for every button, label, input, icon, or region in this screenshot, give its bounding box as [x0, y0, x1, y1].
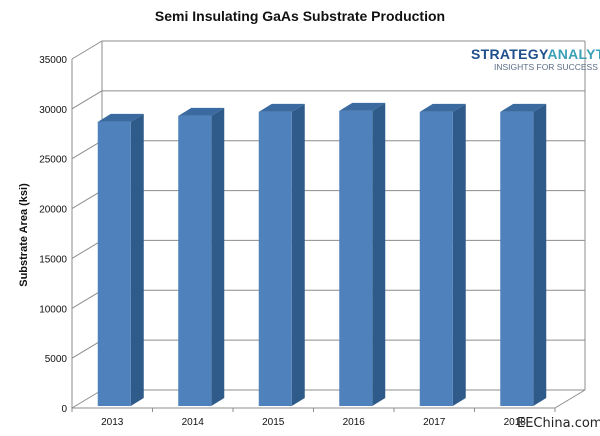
bars [97, 102, 547, 407]
gridline-diagonal [71, 239, 103, 259]
x-tick-label: 2017 [423, 417, 446, 428]
y-tick-labels: 0 5000 10000 15000 20000 25000 30000 35000 [39, 55, 67, 415]
x-tick-label: 2014 [182, 417, 205, 428]
logo-tagline: INSIGHTS FOR SUCCESS [494, 62, 598, 72]
bar-top [258, 103, 305, 112]
gridline-diagonal [71, 40, 103, 60]
bar-2017 [419, 103, 466, 406]
bar-side [291, 103, 305, 406]
bar-top [419, 103, 466, 112]
gridline-diagonal [71, 140, 103, 160]
bar-top [97, 113, 144, 122]
gridline-diagonal [71, 339, 103, 359]
bar-side [130, 113, 144, 407]
chart-title: Semi Insulating GaAs Substrate Productio… [155, 8, 445, 24]
bar-2018 [500, 103, 547, 406]
y-tick-label: 35000 [39, 55, 67, 66]
bar-side [211, 107, 225, 407]
bar-side [452, 103, 466, 406]
y-tick-label: 0 [61, 404, 67, 415]
floor-right-edge [554, 389, 586, 409]
bar-top [339, 102, 386, 111]
bar-top [500, 103, 547, 112]
svg-text:STRATEGYANALYTICS: STRATEGYANALYTICS [471, 46, 600, 62]
bar-front [339, 110, 373, 407]
gridline-diagonal [71, 90, 103, 110]
gridline-diagonal [71, 289, 103, 309]
y-tick-label: 25000 [39, 155, 67, 166]
y-tick-label: 20000 [39, 205, 67, 216]
y-tick-label: 10000 [39, 304, 67, 315]
gridline-diagonal [71, 389, 103, 409]
x-tick-labels: 2013 2014 2015 2016 2017 2018 [101, 417, 526, 428]
logo-strategy: STRATEGY [471, 46, 549, 62]
bar-front [178, 115, 212, 407]
bar-front [97, 121, 131, 407]
x-tick-label: 2016 [343, 417, 366, 428]
bar-2016 [339, 102, 386, 407]
gridline-diagonal [71, 190, 103, 210]
bar-side [372, 102, 386, 407]
logo-analytics: ANALYTICS [547, 46, 600, 62]
bar-top [178, 107, 225, 116]
x-tick-label: 2018 [504, 417, 527, 428]
bar-2013 [97, 113, 144, 407]
x-tick-label: 2015 [262, 417, 285, 428]
bar-front [419, 111, 453, 406]
y-axis-label: Substrate Area (ksi) [18, 183, 30, 287]
bar-2014 [178, 107, 225, 407]
watermark: EEChina.com [517, 416, 600, 431]
x-tick-label: 2013 [101, 417, 124, 428]
bar-side [533, 103, 547, 406]
y-tick-label: 15000 [39, 254, 67, 265]
y-tick-label: 5000 [45, 354, 68, 365]
bar-front [500, 111, 534, 406]
bar-2015 [258, 103, 305, 406]
y-tick-label: 30000 [39, 105, 67, 116]
strategy-analytics-logo: STRATEGYANALYTICS INSIGHTS FOR SUCCESS [471, 46, 600, 72]
bar-front [258, 111, 292, 406]
